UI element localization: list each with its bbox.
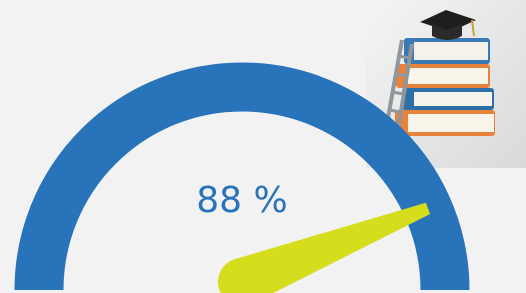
- page: 88 % (() => { const data = JSON.parse(do…: [0, 0, 526, 293]
- gauge-value-label: 88 %: [196, 180, 287, 221]
- chart: 88 %: [0, 0, 526, 293]
